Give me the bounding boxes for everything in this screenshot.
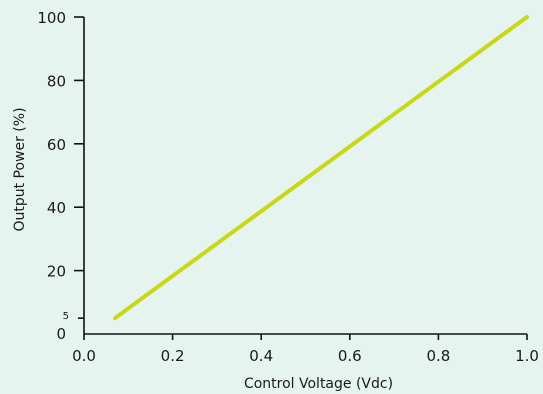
x-axis-label: Control Voltage (Vdc) [244,376,393,392]
series-layer [115,17,527,318]
y-minor-tick-label: 5 [63,311,69,322]
x-tick-label: 1.0 [515,347,539,365]
x-tick-label: 0.6 [338,347,362,365]
x-tick-label: 0.0 [72,347,96,365]
y-tick-label: 80 [47,72,66,90]
x-axis-ticks: 0.0 0.2 0.4 0.6 0.8 1.0 [72,334,539,365]
x-tick-label: 0.2 [161,347,185,365]
y-tick-label: 100 [37,9,66,27]
x-tick-label: 0.8 [426,347,450,365]
y-tick-label: 20 [47,263,66,281]
y-tick-label: 0 [56,325,66,343]
x-tick-label: 0.4 [249,347,273,365]
y-axis-label: Output Power (%) [12,107,28,231]
y-axis-ticks: 0 20 40 60 80 100 5 [37,9,84,343]
y-tick-label: 40 [47,199,66,217]
series-line [115,17,527,318]
y-tick-label: 60 [47,136,66,154]
